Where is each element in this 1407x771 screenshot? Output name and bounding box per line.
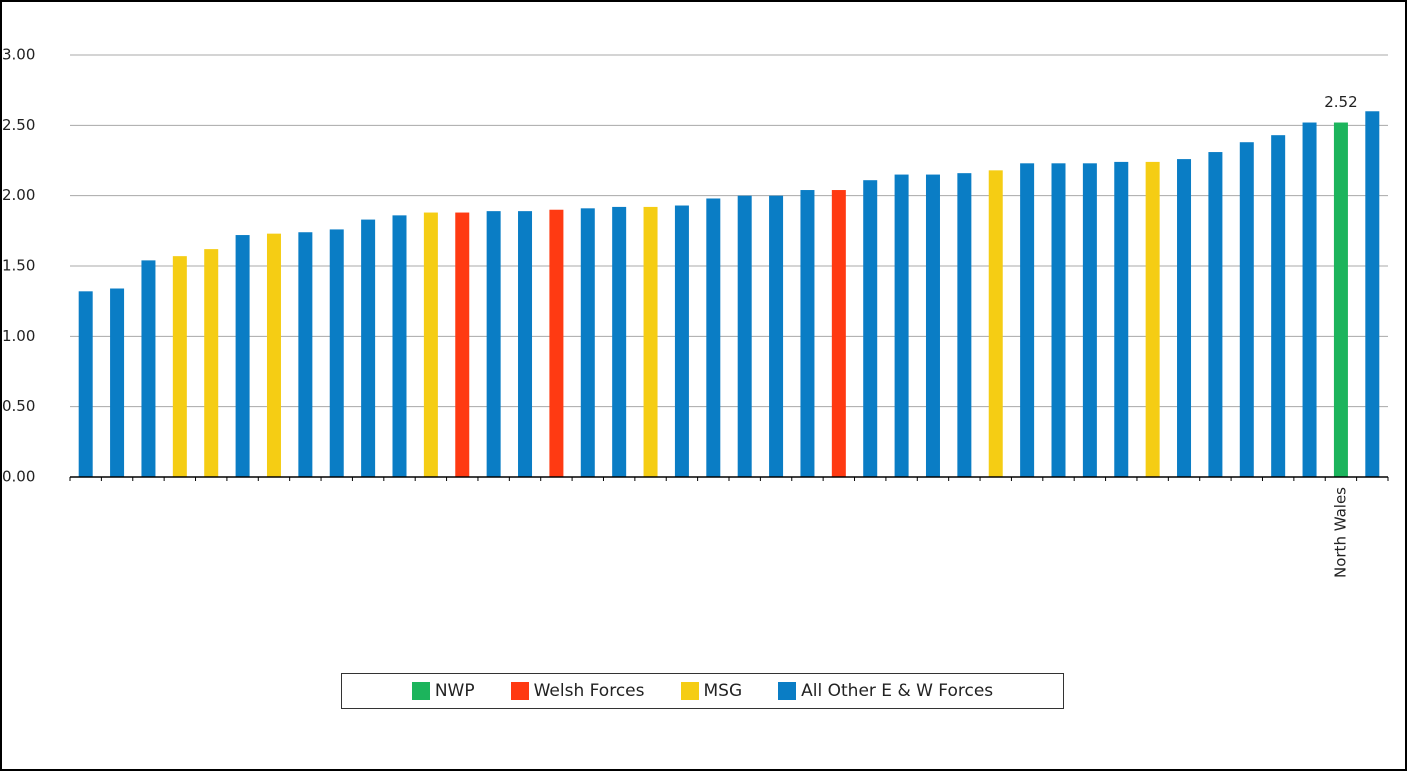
bar	[957, 173, 972, 477]
legend-swatch	[778, 682, 797, 700]
bar	[800, 190, 815, 478]
legend-label: Welsh Forces	[533, 681, 645, 701]
y-tick-label: 2.00	[2, 186, 35, 204]
bar	[266, 233, 281, 477]
legend-item: All Other E & W Forces	[778, 681, 993, 701]
data-label: 2.52	[1324, 93, 1357, 111]
y-tick-label: 1.00	[2, 327, 35, 345]
bar	[769, 195, 784, 477]
x-tick-label: North Wales	[1331, 487, 1349, 578]
legend-label: All Other E & W Forces	[801, 681, 994, 701]
legend-item: Welsh Forces	[510, 681, 645, 701]
y-tick-label: 3.00	[2, 46, 35, 64]
bar	[486, 211, 501, 477]
legend-item: NWP	[411, 681, 475, 701]
bar	[298, 232, 313, 477]
bar	[1114, 161, 1129, 477]
bar	[78, 291, 93, 477]
bar	[110, 288, 125, 477]
bar	[1051, 163, 1066, 477]
bar	[612, 206, 627, 478]
y-tick-label: 1.50	[2, 257, 35, 275]
bar	[1239, 142, 1254, 478]
bar	[204, 249, 219, 477]
bar	[1271, 135, 1286, 477]
bar	[925, 174, 940, 478]
bar	[737, 195, 752, 477]
bar	[1177, 159, 1192, 478]
bar	[580, 208, 595, 477]
bar	[329, 229, 344, 477]
bar	[1020, 163, 1035, 477]
bar	[141, 260, 156, 477]
bar	[1302, 122, 1317, 478]
bar	[863, 180, 878, 477]
y-tick-label: 0.00	[2, 468, 35, 486]
bar	[988, 170, 1003, 477]
bar	[172, 256, 187, 477]
bar	[235, 235, 250, 477]
bar	[674, 205, 689, 477]
legend-swatch	[411, 682, 430, 700]
bar	[423, 212, 438, 477]
bar	[643, 206, 658, 478]
bar	[361, 219, 376, 477]
legend-item: MSG	[680, 681, 743, 701]
bar	[1082, 163, 1097, 477]
bar	[455, 212, 470, 477]
bar	[1145, 161, 1160, 477]
bar	[1333, 122, 1348, 478]
bar	[1365, 111, 1380, 478]
legend-label: NWP	[434, 681, 475, 701]
y-tick-label: 0.50	[2, 397, 35, 415]
bar	[518, 211, 533, 477]
legend-swatch	[680, 682, 699, 700]
bar	[894, 174, 909, 478]
legend: NWP Welsh Forces MSG All Other E & W Forces	[341, 673, 1064, 709]
bar	[392, 215, 407, 478]
legend-swatch	[510, 682, 529, 700]
legend-label: MSG	[703, 681, 743, 701]
bar	[831, 190, 846, 478]
bar	[706, 198, 721, 478]
y-tick-label: 2.50	[2, 116, 35, 134]
bar	[1208, 152, 1223, 477]
bar	[549, 209, 564, 477]
